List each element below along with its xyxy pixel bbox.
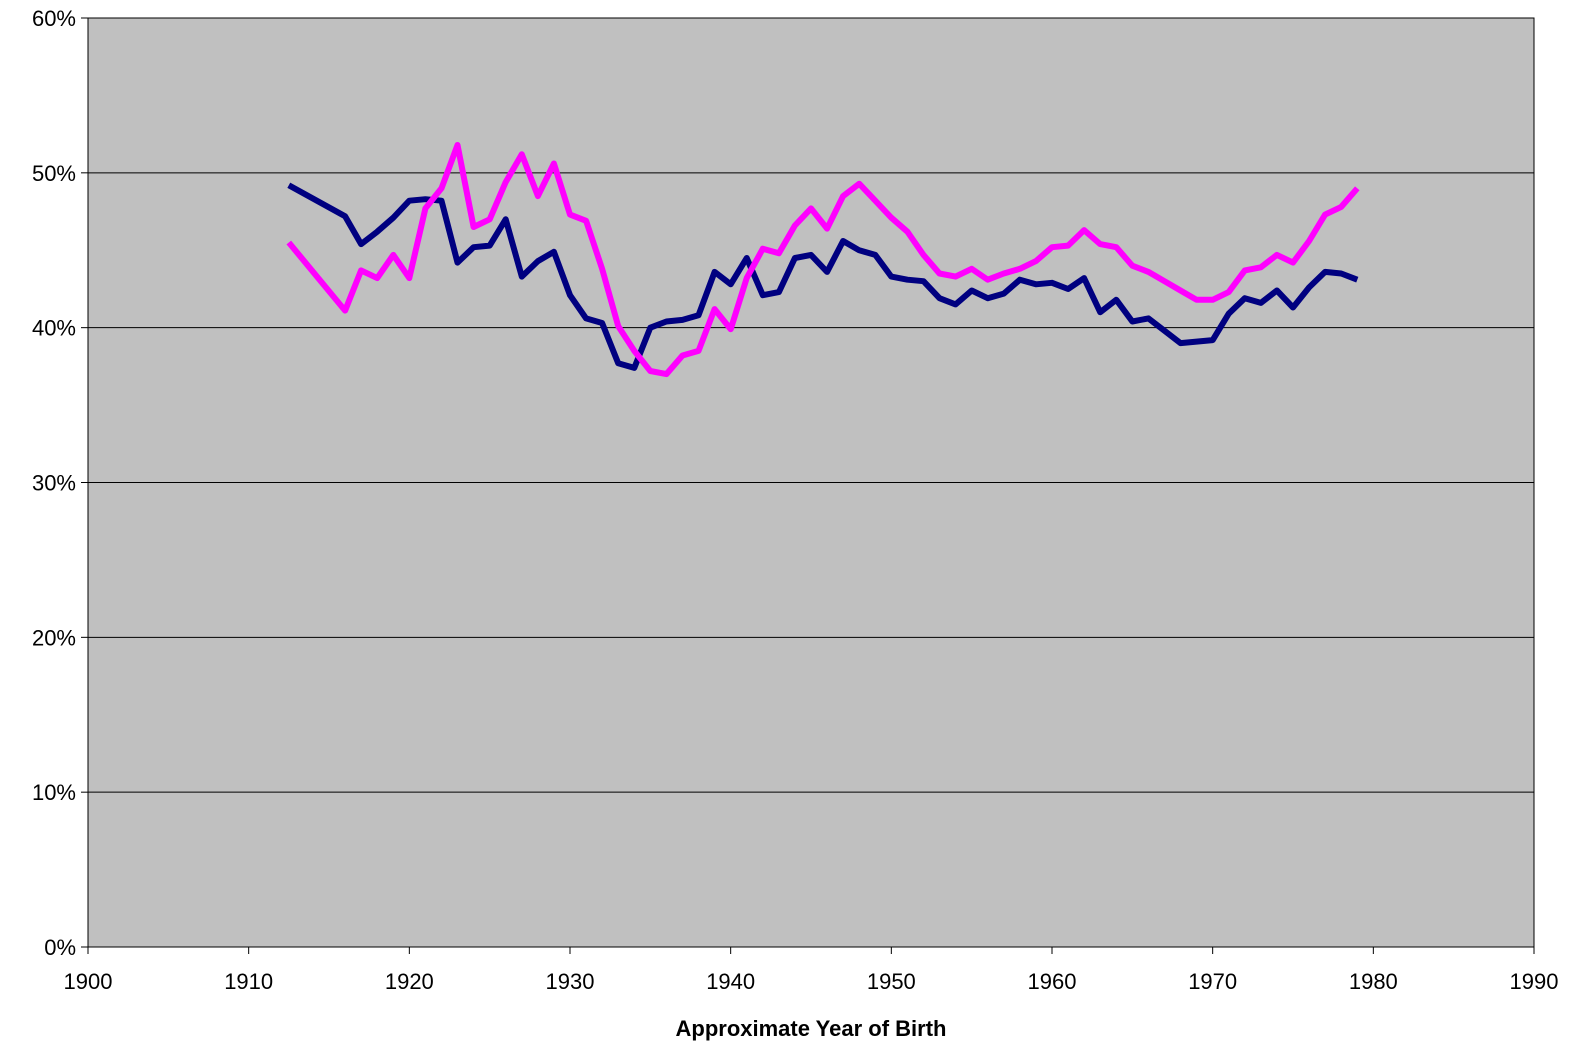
x-tick-label: 1920 [385, 969, 434, 994]
x-tick-label: 1900 [64, 969, 113, 994]
x-axis-title: Approximate Year of Birth [676, 1016, 947, 1041]
series-line-1 [287, 182, 1359, 371]
y-tick-label: 20% [32, 625, 76, 650]
x-tick-label: 1960 [1028, 969, 1077, 994]
x-tick-label: 1950 [867, 969, 916, 994]
series-layer [286, 142, 1360, 378]
y-tick-label: 60% [32, 6, 76, 31]
axes: 0% 10% 20% 30% 40% 50% 60% 1900 1910 1920 1930 1940… [32, 6, 1559, 994]
y-tick-label: 40% [32, 316, 76, 341]
y-tick-label: 10% [32, 780, 76, 805]
series-line-2 [286, 142, 1360, 378]
x-tick-label: 1990 [1510, 969, 1559, 994]
gridlines [88, 172, 1534, 793]
x-tick-label: 1980 [1349, 969, 1398, 994]
y-tick-label: 0% [44, 935, 76, 960]
x-tick-label: 1970 [1188, 969, 1237, 994]
x-tick-label: 1910 [224, 969, 273, 994]
x-tick-label: 1930 [546, 969, 595, 994]
y-tick-label: 30% [32, 471, 76, 496]
x-tick-label: 1940 [706, 969, 755, 994]
y-tick-label: 50% [32, 161, 76, 186]
